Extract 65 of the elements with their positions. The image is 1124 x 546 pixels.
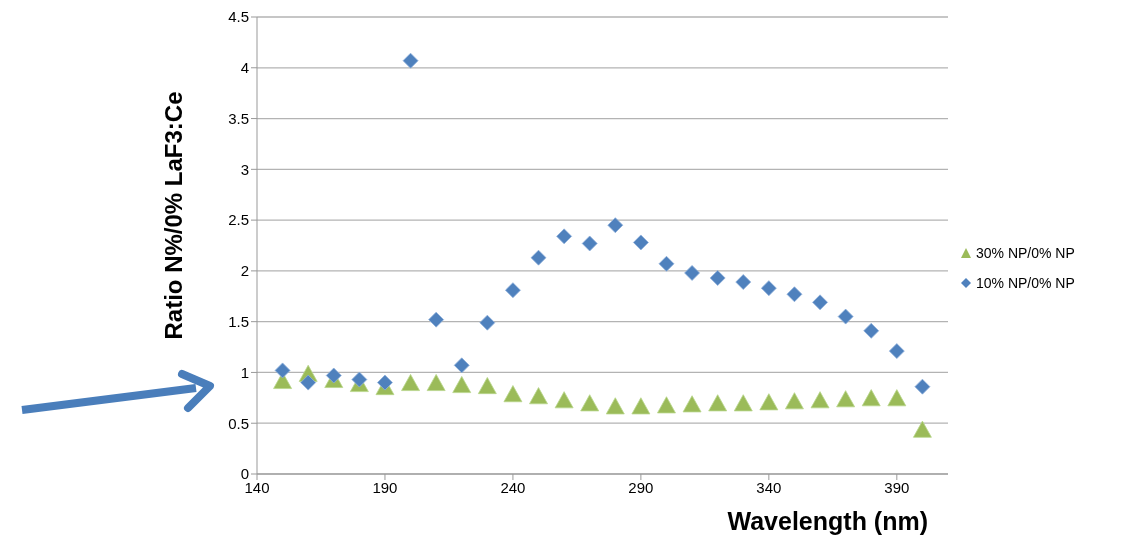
point	[300, 374, 317, 391]
point	[529, 387, 548, 405]
point	[914, 378, 931, 395]
y-tick-label: 0.5	[228, 414, 249, 432]
point	[479, 314, 496, 331]
y-tick-label: 2	[240, 262, 249, 280]
point	[733, 394, 753, 412]
y-tick-label: 3.5	[228, 109, 249, 127]
y-tick-label: 3	[240, 160, 249, 178]
point	[505, 282, 521, 299]
point	[888, 343, 905, 360]
point	[477, 377, 497, 395]
point	[708, 394, 728, 412]
point	[452, 376, 472, 394]
point	[503, 385, 523, 403]
point	[605, 397, 625, 415]
point	[913, 420, 932, 438]
point	[556, 228, 573, 245]
point	[631, 397, 651, 415]
x-tick-label: 340	[756, 478, 782, 496]
y-tick-label: 4	[240, 59, 249, 77]
point	[453, 357, 470, 374]
point	[274, 362, 291, 379]
point	[658, 255, 675, 272]
x-tick-label: 290	[628, 478, 654, 496]
point	[428, 311, 445, 328]
point	[426, 373, 446, 391]
y-tick-label: 2.5	[228, 211, 249, 229]
point	[684, 265, 700, 281]
point	[682, 395, 702, 413]
x-tick-label: 240	[500, 478, 526, 496]
y-tick-label: 4.5	[228, 8, 249, 26]
point	[887, 389, 907, 407]
point	[657, 396, 676, 414]
point	[759, 393, 779, 411]
x-tick-label: 190	[372, 478, 398, 496]
y-axis-title: Ratio N%/0% LaF3:Ce	[159, 91, 187, 340]
point	[812, 294, 828, 311]
point	[581, 235, 598, 252]
point	[402, 52, 419, 69]
point	[785, 392, 804, 410]
point	[607, 217, 624, 234]
point	[810, 391, 830, 409]
point	[863, 322, 880, 339]
point	[861, 389, 881, 407]
legend-label: 30% NP/0% NP	[976, 244, 1075, 263]
x-axis-title: Wavelength (nm)	[727, 507, 928, 535]
point	[530, 249, 547, 266]
point	[580, 394, 600, 412]
y-tick-label: 1.5	[228, 312, 249, 330]
point	[632, 234, 649, 251]
point	[786, 286, 803, 303]
legend-label: 10% NP/0% NP	[976, 274, 1075, 293]
y-tick-label: 1	[240, 363, 249, 381]
point	[377, 374, 393, 391]
point	[735, 274, 752, 290]
point	[837, 308, 854, 325]
point	[351, 371, 368, 388]
point	[760, 280, 777, 297]
point	[325, 367, 342, 384]
point	[401, 373, 420, 391]
point	[709, 270, 726, 286]
point	[836, 390, 856, 408]
point	[554, 391, 574, 409]
x-tick-label: 390	[884, 478, 910, 496]
